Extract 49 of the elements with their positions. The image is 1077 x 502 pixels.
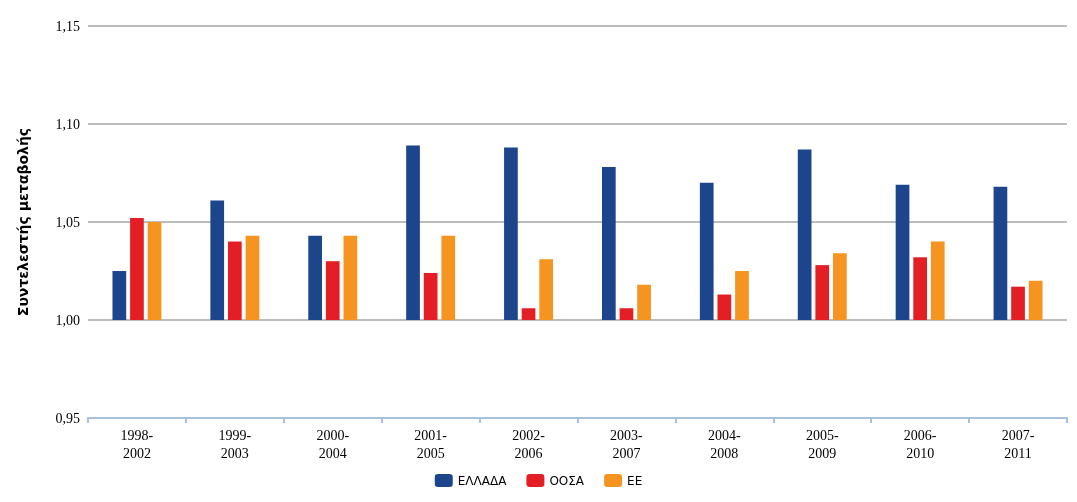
- y-tick-label: 1,05: [55, 214, 80, 230]
- x-tick-label: 2004-2008: [708, 427, 742, 461]
- bar: [441, 235, 456, 320]
- bar: [112, 271, 127, 320]
- bar: [228, 241, 242, 320]
- x-tick-label: 2007-2011: [1001, 427, 1035, 461]
- bar: [423, 272, 438, 320]
- x-tick-label: 2003-2007: [610, 427, 644, 461]
- bar: [245, 235, 260, 320]
- y-tick-label: 1,15: [55, 18, 80, 34]
- legend-label: ΕΕ: [627, 473, 643, 488]
- bar: [913, 257, 927, 320]
- bar: [895, 184, 910, 320]
- legend-label: ΟΟΣΑ: [549, 473, 585, 488]
- bar: [815, 265, 830, 320]
- bar: [993, 186, 1008, 320]
- x-tick-label: 2000-2004: [316, 427, 350, 461]
- y-axis-title: Συντελεστής μεταβολής: [15, 127, 31, 317]
- bar: [308, 235, 322, 320]
- x-tick-label: 2002-2006: [512, 427, 546, 461]
- bar: [833, 253, 847, 320]
- bar: [601, 167, 616, 320]
- bar: [406, 145, 420, 320]
- x-tick-label: 2006-2010: [903, 427, 937, 461]
- bar: [210, 200, 225, 320]
- bar: [717, 294, 732, 320]
- bar: [699, 182, 714, 320]
- bar: [147, 222, 162, 320]
- bar: [1011, 286, 1025, 320]
- bar: [619, 308, 634, 320]
- y-tick-label: 0,95: [55, 410, 80, 426]
- x-tick-label: 1998-2002: [120, 427, 154, 461]
- bar: [130, 218, 144, 320]
- bar: [539, 259, 554, 320]
- bar: [325, 261, 340, 320]
- legend-label: ΕΛΛΑΔΑ: [457, 473, 508, 488]
- bar: [343, 235, 358, 320]
- y-tick-label: 1,10: [55, 116, 80, 132]
- bar: [521, 308, 536, 320]
- bar: [797, 149, 812, 320]
- bar: [504, 147, 518, 320]
- x-tick-label: 2001-2005: [414, 427, 448, 461]
- bar: [930, 241, 945, 320]
- bar: [735, 271, 749, 320]
- x-tick-label: 2005-2009: [805, 427, 839, 461]
- x-tick-label: 1999-2003: [218, 427, 252, 461]
- bar: [637, 284, 651, 320]
- bar: [1028, 280, 1043, 320]
- y-tick-label: 1,00: [55, 312, 80, 328]
